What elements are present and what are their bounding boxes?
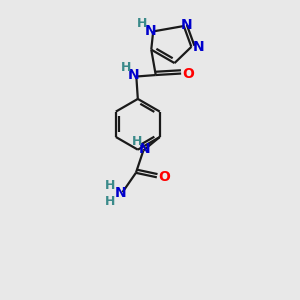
Text: N: N bbox=[115, 186, 127, 200]
Text: H: H bbox=[136, 16, 147, 30]
Text: H: H bbox=[105, 195, 116, 208]
Text: H: H bbox=[132, 135, 142, 148]
Text: N: N bbox=[193, 40, 205, 54]
Text: N: N bbox=[145, 24, 157, 38]
Text: H: H bbox=[105, 179, 116, 192]
Text: O: O bbox=[183, 67, 194, 80]
Text: N: N bbox=[180, 17, 192, 32]
Text: H: H bbox=[121, 61, 131, 74]
Text: N: N bbox=[128, 68, 140, 82]
Text: O: O bbox=[158, 170, 170, 184]
Text: N: N bbox=[139, 142, 151, 156]
